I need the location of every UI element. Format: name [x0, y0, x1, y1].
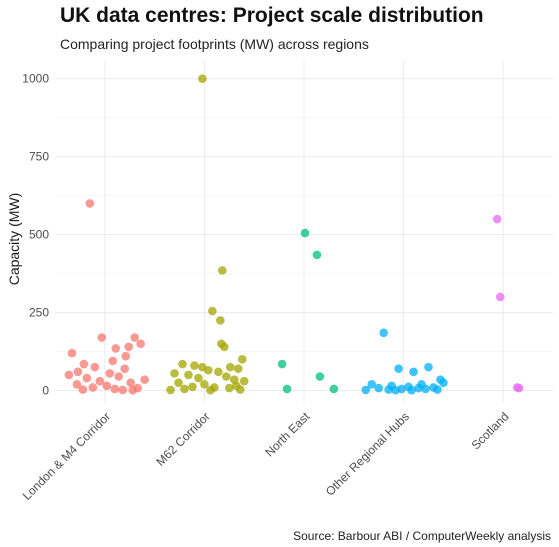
x-axis-ticks: London & M4 Corridor M62 Corridor North Ea… — [20, 409, 512, 503]
data-point — [170, 369, 179, 378]
data-point — [391, 385, 400, 395]
data-point — [495, 292, 505, 302]
data-point — [312, 250, 322, 260]
data-point — [384, 385, 393, 394]
y-axis-ticks: 0 250 500 750 1000 — [22, 72, 49, 398]
data-point — [174, 378, 183, 388]
data-point — [374, 383, 384, 393]
data-point — [367, 379, 377, 389]
y-tick-label: 1000 — [22, 72, 49, 86]
data-point — [136, 339, 145, 349]
data-point — [233, 364, 243, 374]
data-point — [67, 348, 77, 358]
data-point — [188, 382, 197, 392]
data-point — [130, 333, 139, 342]
data-point — [121, 351, 131, 361]
y-axis-title: Capacity (MW) — [6, 193, 22, 286]
grid-layer — [55, 60, 553, 403]
x-tick-label: North East — [262, 409, 312, 459]
x-tick-label: Other Regional Hubs — [323, 409, 412, 498]
data-point — [140, 375, 149, 384]
data-point — [95, 376, 105, 386]
data-point — [220, 342, 229, 352]
data-point — [126, 378, 135, 388]
x-tick-label: M62 Corridor — [153, 409, 212, 468]
x-tick-label: Scotland — [469, 409, 512, 452]
data-point — [105, 369, 115, 378]
data-point — [85, 199, 95, 208]
chart-subtitle: Comparing project footprints (MW) across… — [60, 36, 369, 52]
data-point — [300, 228, 310, 238]
y-tick-label: 750 — [29, 150, 49, 164]
data-point — [407, 385, 416, 395]
data-point — [102, 381, 112, 391]
data-point — [414, 383, 423, 393]
data-point — [421, 384, 430, 394]
data-point — [315, 372, 325, 381]
data-point — [225, 362, 235, 372]
data-point — [184, 370, 193, 380]
data-point — [114, 372, 124, 381]
data-point — [235, 385, 245, 394]
data-point — [492, 214, 502, 224]
data-point — [216, 316, 225, 325]
data-point — [194, 373, 203, 383]
data-point — [514, 383, 524, 393]
data-point — [379, 328, 388, 338]
data-point — [204, 365, 213, 375]
data-point — [439, 378, 448, 388]
y-tick-label: 500 — [29, 228, 49, 242]
data-point — [111, 344, 121, 353]
data-point — [424, 362, 433, 372]
data-point — [329, 384, 339, 394]
data-point — [208, 306, 217, 316]
data-point — [73, 367, 83, 377]
x-tick-label: London & M4 Corridor — [20, 409, 113, 502]
data-point — [218, 266, 227, 275]
data-point — [225, 383, 234, 393]
data-point — [90, 362, 100, 372]
data-point — [237, 355, 247, 364]
data-point — [200, 379, 209, 389]
data-point — [239, 376, 249, 386]
data-point — [88, 383, 98, 392]
data-point — [166, 385, 175, 395]
data-point — [282, 384, 292, 394]
data-point — [64, 370, 74, 380]
data-point — [82, 373, 92, 383]
y-tick-label: 0 — [42, 384, 49, 398]
data-point — [118, 385, 128, 395]
data-point — [108, 356, 118, 366]
data-point — [124, 342, 134, 352]
data-point — [190, 361, 199, 370]
data-point — [409, 367, 418, 377]
data-point — [72, 379, 82, 389]
data-point — [198, 74, 207, 84]
data-point — [128, 385, 137, 395]
data-point — [110, 384, 120, 394]
data-point — [222, 372, 231, 381]
data-point — [277, 359, 287, 369]
point-layer — [64, 74, 524, 395]
data-point — [394, 364, 403, 374]
data-point — [206, 385, 215, 395]
data-point — [180, 384, 189, 394]
data-point — [120, 364, 130, 374]
chart-caption: Source: Barbour ABI / ComputerWeekly ana… — [293, 529, 551, 543]
y-tick-label: 250 — [29, 306, 49, 320]
data-point — [433, 385, 442, 394]
data-point — [361, 385, 371, 395]
chart-title: UK data centres: Project scale distribut… — [60, 4, 484, 27]
data-point — [178, 359, 187, 369]
data-point — [78, 385, 88, 394]
data-point — [214, 367, 223, 377]
data-point — [97, 333, 107, 342]
data-point — [79, 359, 89, 369]
